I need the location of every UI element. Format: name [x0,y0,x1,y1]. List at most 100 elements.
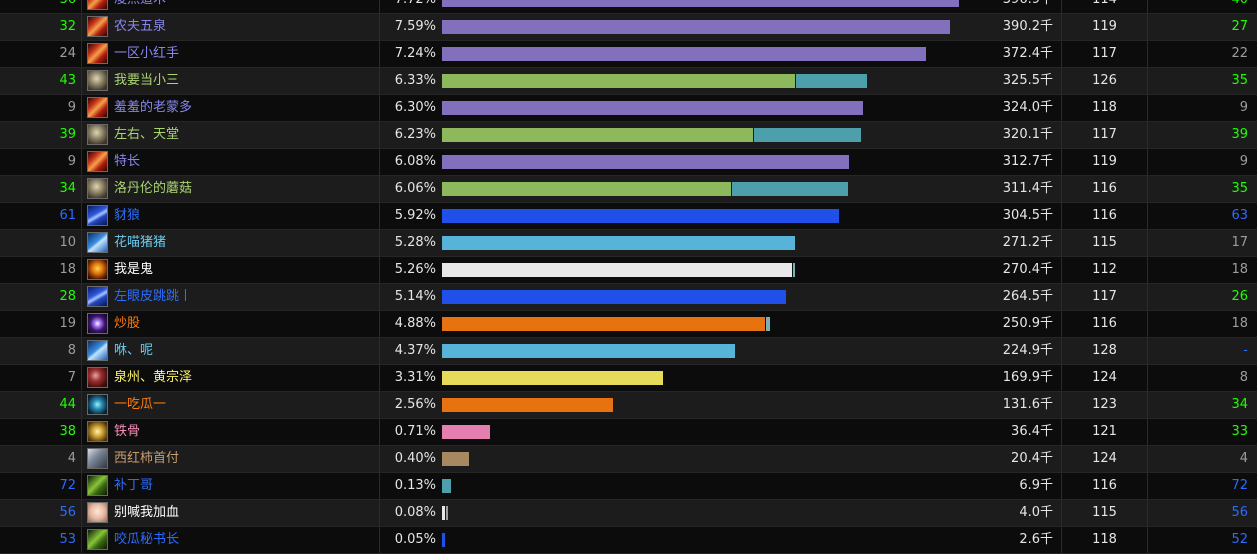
lightning-shaman-icon [87,205,108,226]
table-row[interactable]: 53 咬瓜秘书长 0.05% 2.6千 118 52 [0,527,1257,554]
priest-icon [87,421,108,442]
player-cell[interactable]: 羞羞的老蒙多 [82,95,380,121]
damage-bar-cell: 4.37% 224.9千 [380,338,1062,364]
player-name[interactable]: 洛丹伦的蘑菇 [114,181,193,196]
item-level-cell: 118 [1062,95,1148,121]
player-cell[interactable]: 左眼皮跳跳丨 [82,284,380,310]
table-row[interactable]: 8 咻、呢 4.37% 224.9千 128 - [0,338,1257,365]
table-row[interactable]: 43 我要当小三 6.33% 325.5千 126 35 [0,68,1257,95]
player-cell[interactable]: 咬瓜秘书长 [82,527,380,553]
player-name[interactable]: 凌点道术 [114,0,166,13]
player-cell[interactable]: 洛丹伦的蘑菇 [82,176,380,202]
player-name[interactable]: 左眼皮跳跳丨 [114,289,193,304]
player-name[interactable]: 花喵猪猪 [114,235,167,250]
table-row[interactable]: 18 我是鬼 5.26% 270.4千 112 18 [0,257,1257,284]
player-name[interactable]: 左右、天堂 [114,127,180,142]
rank-cell: 18 [0,257,82,283]
player-cell[interactable]: 补丁哥 [82,473,380,499]
player-name[interactable]: 特长 [114,154,141,169]
table-row[interactable]: 10 花喵猪猪 5.28% 271.2千 115 17 [0,230,1257,257]
player-name[interactable]: 咬瓜秘书长 [114,532,180,547]
frost-mage-icon [87,340,108,361]
rank-cell: 34 [0,176,82,202]
damage-amount: 20.4千 [1011,451,1053,466]
damage-amount: 250.9千 [1002,316,1053,331]
table-row[interactable]: 9 羞羞的老蒙多 6.30% 324.0千 118 9 [0,95,1257,122]
player-name[interactable]: 补丁哥 [114,478,154,493]
item-level-cell: 114 [1062,0,1148,13]
damage-amount: 36.4千 [1011,424,1053,439]
item-level-cell: 123 [1062,392,1148,418]
table-row[interactable]: 7 泉州、黄宗泽 3.31% 169.9千 124 8 [0,365,1257,392]
player-name[interactable]: 咻、呢 [114,343,154,358]
damage-amount: 271.2千 [1002,235,1053,250]
damage-bar-cell: 7.24% 372.4千 [380,41,1062,67]
player-name[interactable]: 羞羞的老蒙多 [114,100,193,115]
damage-bar-cell: 7.59% 390.2千 [380,14,1062,40]
player-cell[interactable]: 一吃瓜一 [82,392,380,418]
rank-cell: 9 [0,95,82,121]
table-row[interactable]: 38 铁骨 0.71% 36.4千 121 33 [0,419,1257,446]
player-name[interactable]: 泉州、黄宗泽 [114,370,193,385]
player-cell[interactable]: 左右、天堂 [82,122,380,148]
table-row[interactable]: 32 农夫五泉 7.59% 390.2千 119 27 [0,14,1257,41]
damage-bar [442,101,863,115]
player-cell[interactable]: 炒股 [82,311,380,337]
player-cell[interactable]: 一区小红手 [82,41,380,67]
player-cell[interactable]: 农夫五泉 [82,14,380,40]
damage-bar-cell: 5.92% 304.5千 [380,203,1062,229]
player-cell[interactable]: 花喵猪猪 [82,230,380,256]
player-cell[interactable]: 铁骨 [82,419,380,445]
player-cell[interactable]: 我是鬼 [82,257,380,283]
player-cell[interactable]: 西红柿首付 [82,446,380,472]
player-cell[interactable]: 凌点道术 [82,0,380,13]
player-cell[interactable]: 我要当小三 [82,68,380,94]
player-name[interactable]: 铁骨 [114,424,141,439]
lightning-shaman-icon [87,286,108,307]
rank-percentile-cell: 35 [1231,73,1248,88]
player-name[interactable]: 一吃瓜一 [114,397,167,412]
protection-warrior-icon [87,448,108,469]
table-row[interactable]: 9 特长 6.08% 312.7千 119 9 [0,149,1257,176]
damage-bar-cell: 6.33% 325.5千 [380,68,1062,94]
damage-bar [442,209,839,223]
rank-cell: 19 [0,311,82,337]
item-level-cell: 121 [1062,419,1148,445]
arms-warrior-icon [87,124,108,145]
player-name[interactable]: 西红柿首付 [114,451,180,466]
table-row[interactable]: 28 左眼皮跳跳丨 5.14% 264.5千 117 26 [0,284,1257,311]
player-cell[interactable]: 泉州、黄宗泽 [82,365,380,391]
player-name[interactable]: 农夫五泉 [114,19,167,34]
player-name[interactable]: 豺狼 [114,208,141,223]
damage-bar-cell: 7.72% 396.9千 [380,0,1062,13]
player-cell[interactable]: 豺狼 [82,203,380,229]
table-row[interactable]: 24 一区小红手 7.24% 372.4千 117 22 [0,41,1257,68]
table-row[interactable]: 36 凌点道术 7.72% 396.9千 11440 [0,0,1257,14]
rank-cell: 32 [0,14,82,40]
rank-percentile-cell: - [1243,343,1248,358]
player-name[interactable]: 我要当小三 [114,73,180,88]
damage-bar-cell: 5.26% 270.4千 [380,257,1062,283]
table-row[interactable]: 19 炒股 4.88% 250.9千 116 18 [0,311,1257,338]
damage-bar-secondary [732,182,848,196]
table-row[interactable]: 4 西红柿首付 0.40% 20.4千 124 4 [0,446,1257,473]
player-cell[interactable]: 特长 [82,149,380,175]
rank-percentile-cell: 34 [1231,397,1248,412]
table-row[interactable]: 34 洛丹伦的蘑菇 6.06% 311.4千 116 35 [0,176,1257,203]
damage-bar [442,398,613,412]
table-row[interactable]: 39 左右、天堂 6.23% 320.1千 117 39 [0,122,1257,149]
player-name[interactable]: 一区小红手 [114,46,180,61]
table-row[interactable]: 72 补丁哥 0.13% 6.9千 116 72 [0,473,1257,500]
table-row[interactable]: 56 别喊我加血 0.08% 4.0千 115 56 [0,500,1257,527]
player-cell[interactable]: 咻、呢 [82,338,380,364]
item-level-cell: 126 [1062,68,1148,94]
player-name[interactable]: 别喊我加血 [114,505,180,520]
table-row[interactable]: 44 一吃瓜一 2.56% 131.6千 123 34 [0,392,1257,419]
player-name[interactable]: 炒股 [114,316,141,331]
rank-percentile-cell: 39 [1231,127,1248,142]
damage-percent: 0.71% [394,424,436,439]
table-row[interactable]: 61 豺狼 5.92% 304.5千 116 63 [0,203,1257,230]
player-name[interactable]: 我是鬼 [114,262,154,277]
player-cell[interactable]: 别喊我加血 [82,500,380,526]
